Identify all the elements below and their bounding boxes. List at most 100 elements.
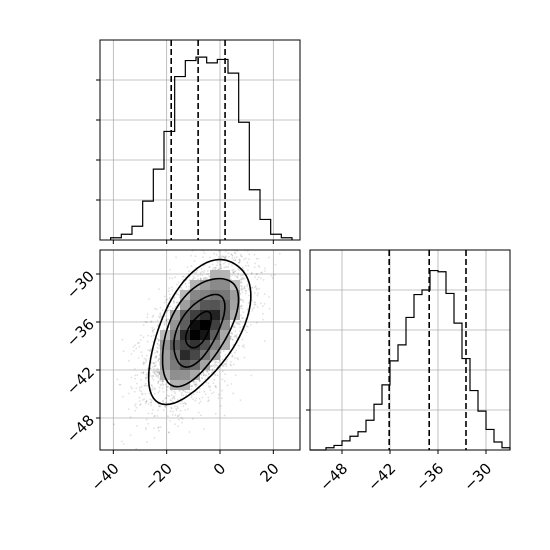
scatter-point <box>243 287 246 290</box>
scatter-point <box>224 255 227 257</box>
scatter-point <box>237 274 240 276</box>
density-cell <box>160 340 170 350</box>
scatter-point <box>224 256 227 258</box>
scatter-point <box>157 426 160 429</box>
scatter-point <box>192 275 195 278</box>
scatter-point <box>138 396 141 399</box>
scatter-point <box>159 312 162 315</box>
scatter-point <box>202 256 204 258</box>
scatter-point <box>231 254 233 256</box>
scatter-point <box>173 390 176 393</box>
scatter-point <box>174 306 177 308</box>
scatter-point <box>155 308 158 311</box>
scatter-point <box>263 340 266 342</box>
scatter-point <box>224 257 227 259</box>
density-cell <box>220 320 230 330</box>
scatter-point <box>159 306 162 309</box>
scatter-point <box>206 370 209 373</box>
density-cell <box>230 290 240 300</box>
scatter-point <box>166 311 169 313</box>
scatter-point <box>149 350 152 352</box>
density-cell <box>220 340 230 350</box>
scatter-point <box>238 330 241 333</box>
scatter-point <box>200 268 203 270</box>
density-cell <box>200 360 210 370</box>
y-tick-label: −30 <box>63 267 98 302</box>
scatter-point <box>209 389 212 391</box>
scatter-point <box>160 315 162 318</box>
scatter-point <box>151 412 154 415</box>
scatter-point <box>244 289 247 292</box>
scatter-point <box>231 338 234 341</box>
scatter-point <box>213 247 215 249</box>
scatter-point <box>242 277 245 280</box>
scatter-point <box>203 269 206 272</box>
scatter-point <box>157 376 160 379</box>
scatter-point <box>157 368 160 371</box>
density-cell <box>190 310 200 320</box>
scatter-point <box>156 346 159 349</box>
scatter-point <box>253 306 256 309</box>
scatter-point <box>215 361 217 364</box>
scatter-point <box>278 252 281 255</box>
scatter-point <box>231 257 234 259</box>
scatter-point <box>140 372 143 374</box>
scatter-point <box>144 320 147 323</box>
scatter-point <box>133 390 136 393</box>
scatter-point <box>243 286 246 289</box>
scatter-point <box>193 276 196 279</box>
scatter-point <box>205 278 208 281</box>
scatter-point <box>270 274 273 277</box>
scatter-point <box>222 255 225 258</box>
scatter-point <box>173 302 175 304</box>
scatter-point <box>209 256 211 259</box>
scatter-point <box>196 384 198 386</box>
scatter-point <box>214 364 217 367</box>
scatter-point <box>146 441 149 443</box>
scatter-point <box>157 340 160 342</box>
scatter-point <box>172 400 174 403</box>
scatter-point <box>195 397 197 400</box>
scatter-point <box>170 407 173 410</box>
density-cell <box>180 360 190 370</box>
scatter-point <box>217 361 219 364</box>
scatter-point <box>218 268 220 271</box>
x-tick-label: −36 <box>412 459 447 494</box>
scatter-point <box>147 349 150 351</box>
density-cell <box>190 300 200 310</box>
scatter-point <box>145 399 148 402</box>
scatter-point <box>154 307 157 310</box>
scatter-point <box>242 344 245 347</box>
scatter-point <box>203 373 205 375</box>
scatter-point <box>246 325 249 328</box>
scatter-point <box>230 332 233 334</box>
scatter-point <box>152 379 155 381</box>
scatter-point <box>242 311 245 314</box>
scatter-point <box>130 376 133 379</box>
x-tick-label: 20 <box>256 459 282 485</box>
scatter-point <box>164 295 166 298</box>
scatter-point <box>221 397 223 400</box>
scatter-point <box>221 255 223 257</box>
scatter-point <box>177 425 179 427</box>
scatter-point <box>274 263 277 266</box>
scatter-point <box>138 386 141 389</box>
scatter-point <box>185 455 187 457</box>
scatter-point <box>234 270 237 273</box>
scatter-point <box>238 323 241 325</box>
scatter-point <box>235 235 237 237</box>
scatter-point <box>231 355 234 358</box>
density-cell <box>190 320 200 330</box>
scatter-point <box>238 258 241 261</box>
scatter-point <box>181 418 184 420</box>
scatter-point <box>241 266 244 269</box>
scatter-point <box>152 386 154 389</box>
scatter-point <box>213 378 216 381</box>
scatter-point <box>247 288 250 290</box>
scatter-point <box>165 320 168 322</box>
scatter-point <box>241 316 244 319</box>
joint-density-panel: −40 −20 0 20 −48 −42 −36 −30 <box>63 235 301 495</box>
scatter-point <box>167 309 170 312</box>
scatter-point <box>140 390 143 393</box>
scatter-point <box>168 395 171 398</box>
